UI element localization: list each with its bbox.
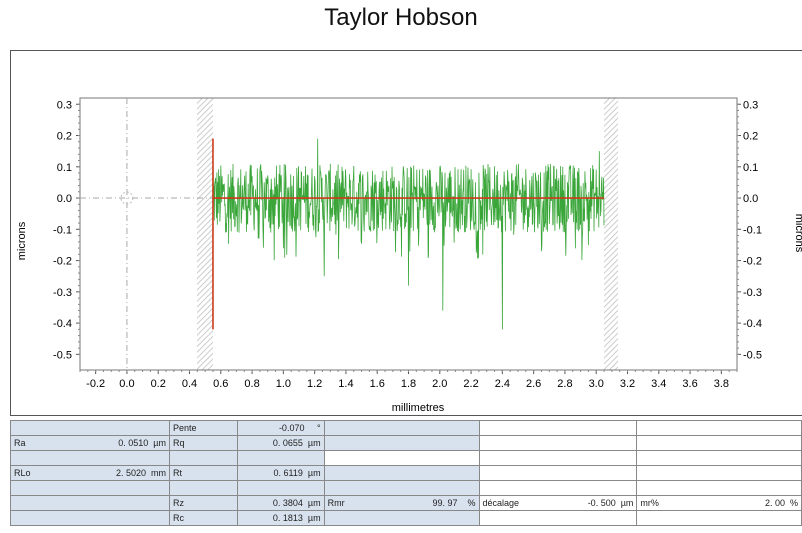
x-tick-label: 3.4: [651, 378, 666, 390]
x-tick-label: 3.0: [589, 378, 604, 390]
rq-label: Rq: [168, 435, 239, 451]
rc-label: Rc: [168, 510, 239, 526]
y-tick-label-left: -0.1: [53, 224, 72, 236]
table-row: Rc 0. 1813 µm: [10, 510, 802, 526]
y-tick-label-left: -0.5: [53, 349, 72, 361]
origin-marker: [120, 191, 134, 205]
pente-unit: °: [316, 423, 321, 433]
ra-label: Ra: [14, 438, 26, 448]
rmr-label: Rmr: [327, 498, 345, 508]
mrpct-value: 2. 00: [764, 498, 785, 508]
page-title: Taylor Hobson: [324, 4, 478, 31]
y-axis-label-left: microns: [16, 221, 28, 260]
y-tick-label-right: -0.5: [743, 349, 762, 361]
y-tick-label-left: -0.3: [53, 287, 72, 299]
parameter-table: Pente -0.070 ° Ra 0. 0510 µm Rq 0. 0655 µ…: [10, 420, 802, 526]
rz-unit: µm: [307, 498, 321, 508]
rmr-value: 99. 97: [432, 498, 458, 508]
rt-unit: µm: [307, 468, 321, 478]
x-tick-label: 1.0: [276, 378, 291, 390]
chart-frame: [10, 50, 802, 416]
rq-unit: µm: [307, 438, 321, 448]
x-tick-label: 2.2: [463, 378, 478, 390]
decalage-label: décalage: [482, 498, 520, 508]
table-row: RLo 2. 5020 mm Rt 0. 6119 µm: [10, 465, 802, 481]
y-tick-label-right: -0.4: [743, 318, 762, 330]
x-tick-label: 2.6: [526, 378, 541, 390]
rt-label: Rt: [168, 465, 239, 481]
decalage-value: -0. 500: [587, 498, 616, 508]
rlo-value: 2. 5020: [115, 468, 146, 478]
rq-value: 0. 0655: [272, 438, 303, 448]
y-tick-label-right: 0.2: [743, 131, 758, 143]
y-tick-label-left: 0.1: [57, 162, 72, 174]
x-tick-label: 0.4: [182, 378, 197, 390]
ra-value: 0. 0510: [118, 438, 149, 448]
profile-chart: 0.3 0.2 0.1 0.0 -0.1 -0.2 -0.3 -0.4 -0.5 0.3 0.2 0.…: [16, 97, 802, 414]
pente-value: -0.070: [278, 423, 305, 433]
x-tick-label: 1.6: [370, 378, 385, 390]
y-tick-label-left: -0.2: [53, 256, 72, 268]
table-row: Rz 0. 3804 µm Rmr 99. 97 % décalage -0. 50…: [10, 495, 802, 511]
mrpct-label: mr%: [640, 498, 659, 508]
mrpct-unit: %: [789, 498, 798, 508]
right-cutoff-band: [604, 98, 619, 370]
rt-value: 0. 6119: [273, 468, 303, 478]
table-row: [10, 480, 802, 496]
rc-unit: µm: [307, 513, 321, 523]
x-tick-label: 0.6: [213, 378, 228, 390]
pente-label: Pente: [168, 420, 239, 436]
rmr-unit: %: [467, 498, 476, 508]
x-tick-label: 1.2: [307, 378, 322, 390]
x-tick-label: 1.4: [338, 378, 353, 390]
x-tick-label: 0.8: [244, 378, 259, 390]
x-tick-label: 2.0: [432, 378, 447, 390]
y-tick-label-left: 0.2: [57, 131, 72, 143]
y-tick-label-right: -0.1: [743, 224, 762, 236]
rlo-unit: mm: [150, 468, 166, 478]
y-tick-label-left: -0.4: [53, 318, 72, 330]
x-tick-label: 3.2: [620, 378, 635, 390]
rz-value: 0. 3804: [272, 498, 303, 508]
rc-value: 0. 1813: [272, 513, 303, 523]
x-axis-label: millimetres: [392, 402, 445, 414]
y-tick-label-right: -0.2: [743, 256, 762, 268]
y-tick-label-right: 0.3: [743, 99, 758, 111]
x-tick-label: 2.4: [495, 378, 510, 390]
y-tick-label-right: -0.3: [743, 287, 762, 299]
x-tick-label: 3.8: [714, 378, 729, 390]
x-tick-label: -0.2: [86, 378, 105, 390]
table-row: [10, 450, 802, 466]
x-tick-label: 3.6: [682, 378, 697, 390]
y-axis-label-right: microns: [793, 214, 802, 253]
ra-unit: µm: [153, 438, 166, 448]
decalage-unit: µm: [620, 498, 634, 508]
surface-profile-line: [212, 138, 605, 330]
y-tick-label-left: 0.3: [57, 99, 72, 111]
x-tick-label: 0.0: [119, 378, 134, 390]
left-cutoff-band: [196, 98, 213, 370]
table-row: Ra 0. 0510 µm Rq 0. 0655 µm: [10, 435, 802, 451]
x-tick-label: 0.2: [151, 378, 166, 390]
x-tick-label: 1.8: [401, 378, 416, 390]
rz-label: Rz: [168, 495, 239, 511]
table-row: Pente -0.070 °: [10, 420, 802, 436]
y-tick-label-left: 0.0: [57, 193, 72, 205]
y-tick-label-right: 0.0: [743, 193, 758, 205]
x-tick-label: 2.8: [557, 378, 572, 390]
y-tick-label-right: 0.1: [743, 162, 758, 174]
rlo-label: RLo: [14, 468, 31, 478]
